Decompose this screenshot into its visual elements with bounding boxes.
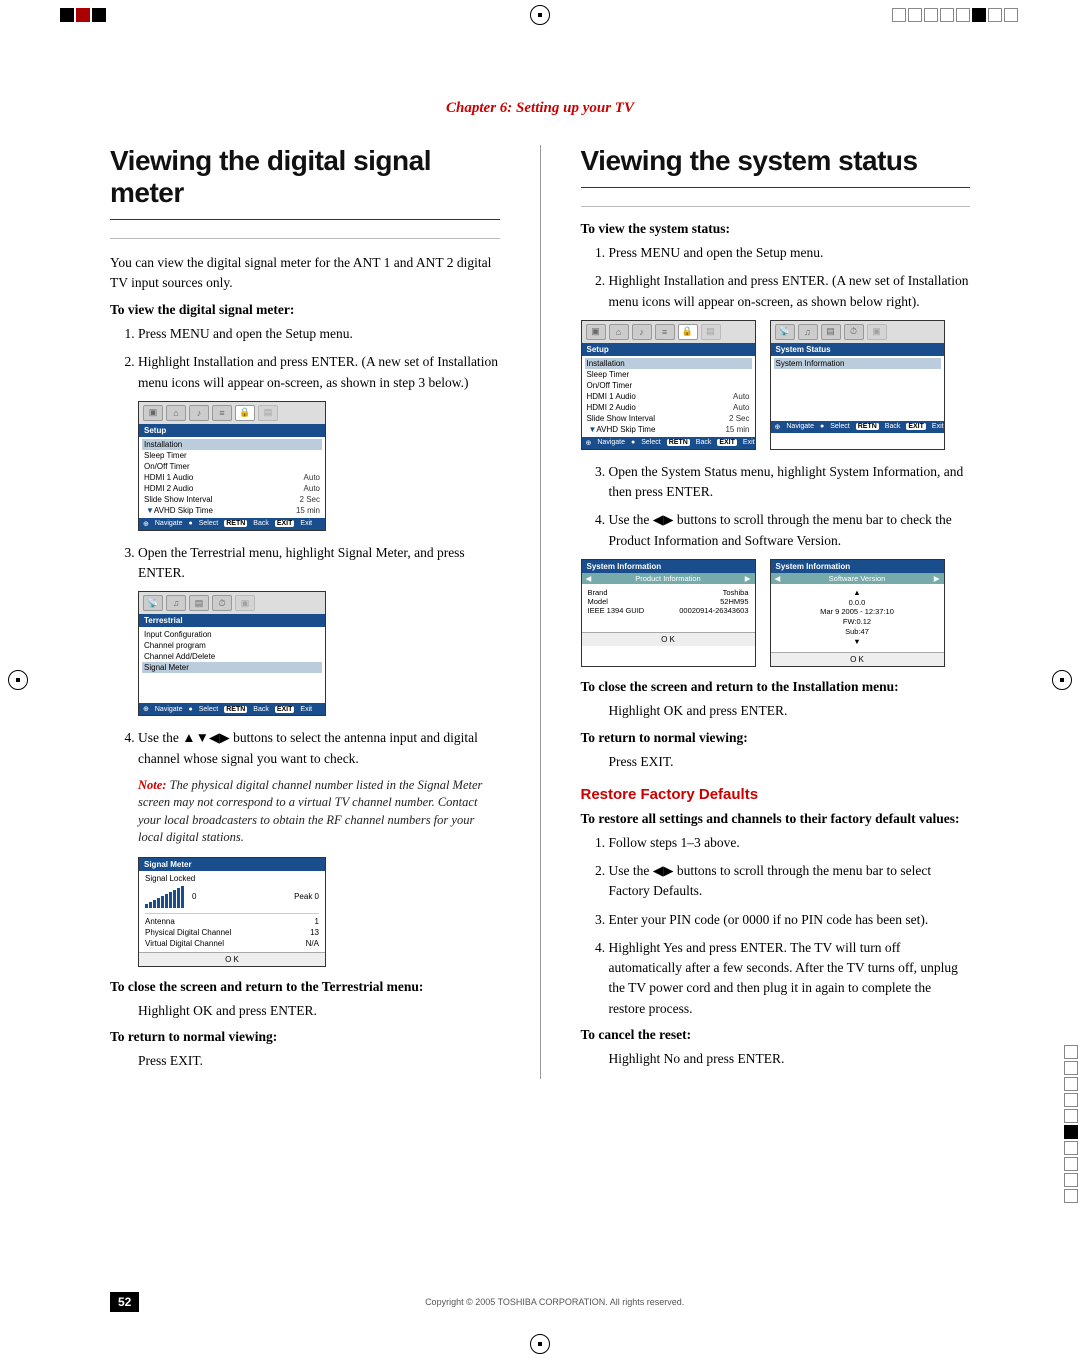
cancel-lead: To cancel the reset: xyxy=(581,1027,971,1043)
return-instr: Press EXIT. xyxy=(138,1051,500,1071)
system-status-menu-screenshot: 📡♫▤ ⏱▣ System Status System Information … xyxy=(770,320,945,450)
step-4: Use the ▲▼◀▶ buttons to select the anten… xyxy=(138,728,500,769)
section-title: Viewing the digital signal meter xyxy=(110,145,500,213)
column-divider xyxy=(540,145,541,1079)
lead-return: To return to normal viewing: xyxy=(110,1029,500,1045)
cancel-instr: Highlight No and press ENTER. xyxy=(609,1049,971,1069)
restore-step-3: Enter your PIN code (or 0000 if no PIN c… xyxy=(609,910,971,930)
note-text: Note: The physical digital channel numbe… xyxy=(138,777,500,847)
registration-mark-bottom xyxy=(530,1334,550,1354)
crop-marks-top xyxy=(0,0,1080,30)
registration-mark-left xyxy=(8,670,28,690)
rstep-1: Press MENU and open the Setup menu. xyxy=(609,243,971,263)
restore-step-2: Use the ◀▶ buttons to scroll through the… xyxy=(609,861,971,902)
color-bars-right xyxy=(1064,1045,1080,1205)
copyright-text: Copyright © 2005 TOSHIBA CORPORATION. Al… xyxy=(139,1297,970,1307)
step-3: Open the Terrestrial menu, highlight Sig… xyxy=(138,543,500,584)
setup-menu-screenshot: ▣⌂♪ ≡🔒▤ Setup InstallationSleep TimerOn/… xyxy=(138,401,326,531)
lead-close: To close the screen and return to the Te… xyxy=(110,979,500,995)
section-title-right: Viewing the system status xyxy=(581,145,971,181)
registration-mark-right xyxy=(1052,670,1072,690)
chapter-header: Chapter 6: Setting up your TV xyxy=(110,100,970,117)
software-version-panel: System Information ◀Software Version▶ ▲0… xyxy=(770,559,945,668)
step-1: Press MENU and open the Setup menu. xyxy=(138,324,500,344)
lead-close-r: To close the screen and return to the In… xyxy=(581,679,971,695)
lead-return-r: To return to normal viewing: xyxy=(581,730,971,746)
left-column: Viewing the digital signal meter You can… xyxy=(110,145,500,1079)
restore-step-1: Follow steps 1–3 above. xyxy=(609,833,971,853)
lead-view-meter: To view the digital signal meter: xyxy=(110,302,500,318)
step-2: Highlight Installation and press ENTER. … xyxy=(138,352,500,393)
restore-lead: To restore all settings and channels to … xyxy=(581,811,971,827)
signal-meter-screenshot: Signal Meter Signal Locked 0 Peak 0 xyxy=(138,857,326,967)
intro-text: You can view the digital signal meter fo… xyxy=(110,253,500,292)
registration-mark xyxy=(530,5,550,25)
lead-view-status: To view the system status: xyxy=(581,221,971,237)
rstep-3: Open the System Status menu, highlight S… xyxy=(609,462,971,503)
right-column: Viewing the system status To view the sy… xyxy=(581,145,971,1079)
restore-defaults-heading: Restore Factory Defaults xyxy=(581,786,971,803)
page-number: 52 xyxy=(110,1292,139,1312)
setup-menu-screenshot-right: ▣⌂♪ ≡🔒▤ Setup InstallationSleep TimerOn/… xyxy=(581,320,756,450)
page-footer: 52 Copyright © 2005 TOSHIBA CORPORATION.… xyxy=(110,1292,970,1312)
rstep-2: Highlight Installation and press ENTER. … xyxy=(609,271,971,312)
product-info-panel: System Information ◀Product Information▶… xyxy=(581,559,756,668)
terrestrial-menu-screenshot: 📡♫▤ ⏱▣ Terrestrial Input ConfigurationCh… xyxy=(138,591,326,716)
rstep-4: Use the ◀▶ buttons to scroll through the… xyxy=(609,510,971,551)
restore-step-4: Highlight Yes and press ENTER. The TV wi… xyxy=(609,938,971,1019)
close-instr: Highlight OK and press ENTER. xyxy=(138,1001,500,1021)
